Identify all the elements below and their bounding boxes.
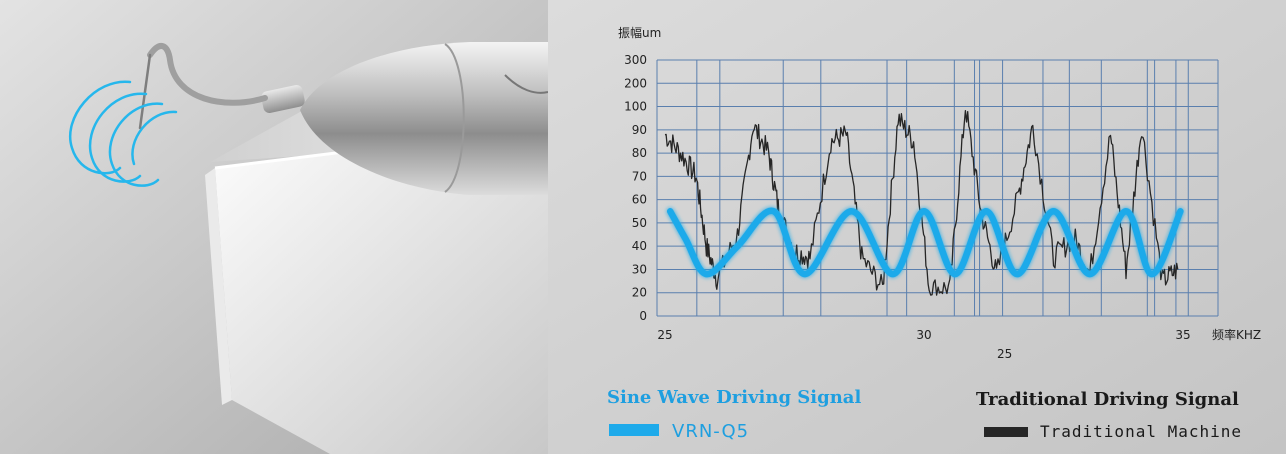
legend-sine-title: Sine Wave Driving Signal	[607, 387, 861, 408]
x-extra-label: 25	[997, 347, 1012, 361]
y-tick-label: 40	[632, 239, 647, 253]
legend-traditional: Traditional Driving Signal Traditional M…	[976, 389, 1242, 441]
x-tick-label: 25	[657, 328, 672, 342]
legend-sine: Sine Wave Driving Signal VRN-Q5	[607, 387, 861, 442]
y-tick-label: 20	[632, 286, 647, 300]
legend-trad-swatch	[984, 427, 1028, 437]
y-tick-label: 30	[632, 262, 647, 276]
y-tick-label: 300	[624, 53, 647, 67]
product-photo	[0, 0, 549, 454]
x-axis-ticks: 25 30 35	[657, 328, 1190, 342]
legend-sine-item: VRN-Q5	[672, 421, 749, 442]
y-tick-label: 200	[624, 76, 647, 90]
series-vrn-q5	[666, 207, 1184, 278]
x-axis-label: 频率KHZ	[1212, 327, 1261, 342]
y-tick-label: 70	[632, 169, 647, 183]
legend-sine-swatch	[609, 424, 659, 436]
x-tick-label: 30	[916, 328, 931, 342]
x-tick-label: 35	[1175, 328, 1190, 342]
y-axis-ticks: 0 20 30 40 50 60 70 80 90 100 200 300	[624, 53, 647, 323]
y-tick-label: 0	[639, 309, 647, 323]
series-vrn-q5-line	[666, 207, 1184, 278]
y-tick-label: 90	[632, 123, 647, 137]
vibration-wave-icon	[69, 80, 178, 187]
y-axis-label: 振幅um	[618, 25, 661, 40]
y-tick-label: 80	[632, 146, 647, 160]
legend-trad-item: Traditional Machine	[1040, 422, 1242, 441]
y-tick-label: 50	[632, 216, 647, 230]
y-tick-label: 100	[624, 100, 647, 114]
ultrasonic-scaler-handpiece-icon	[138, 42, 549, 195]
legend-trad-title: Traditional Driving Signal	[976, 389, 1239, 410]
y-tick-label: 60	[632, 193, 647, 207]
amplitude-frequency-chart: 0 20 30 40 50 60 70 80 90 100 200 300 25 30 35 振幅um 频…	[618, 25, 1261, 361]
